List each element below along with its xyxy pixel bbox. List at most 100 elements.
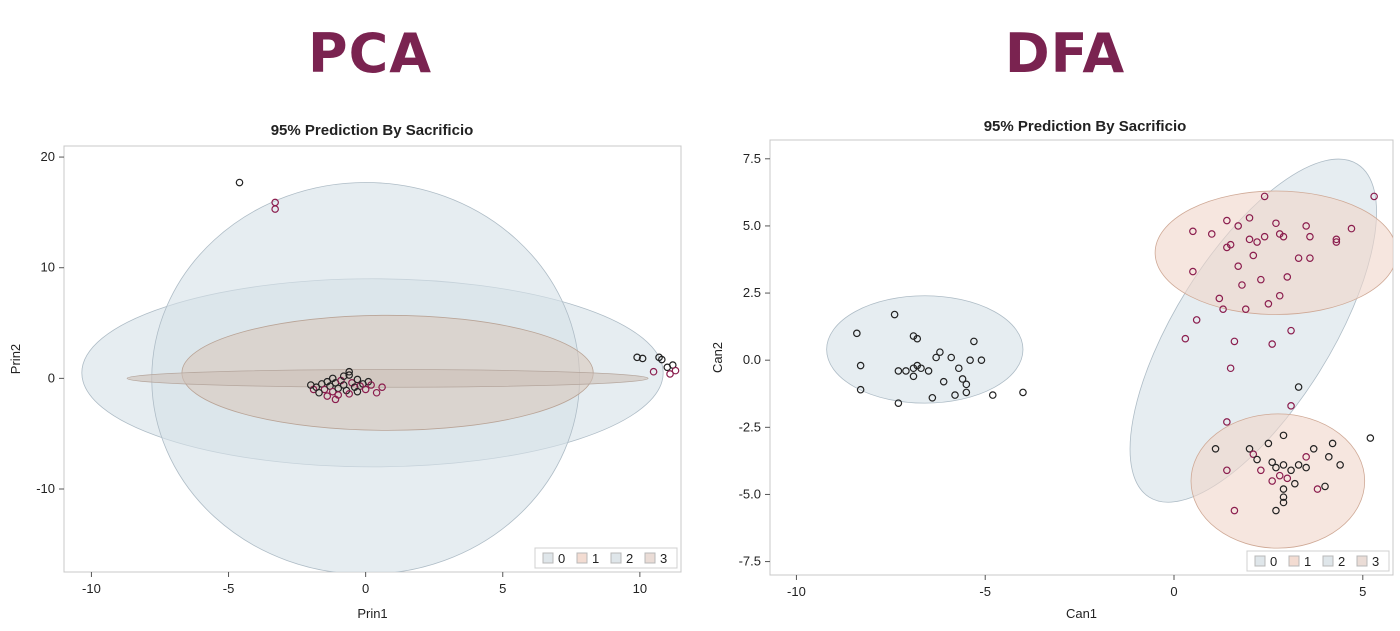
x-axis-label: Can1 bbox=[1066, 606, 1097, 621]
prediction-ellipse-3 bbox=[1190, 413, 1366, 549]
chart-1: 95% Prediction By Sacrificio -10 -5 0 5 7.5 5.… bbox=[710, 118, 1394, 621]
data-point bbox=[1268, 340, 1276, 348]
data-point bbox=[966, 356, 974, 364]
legend-label-1: 1 bbox=[592, 551, 599, 566]
data-point bbox=[977, 356, 986, 364]
chart-title: 95% Prediction By Sacrificio bbox=[984, 118, 1187, 135]
legend-swatch-1 bbox=[1288, 555, 1300, 567]
data-point bbox=[1223, 216, 1231, 225]
legend-box bbox=[1246, 550, 1390, 572]
data-point bbox=[331, 395, 340, 404]
data-point bbox=[1219, 305, 1227, 313]
data-point bbox=[372, 388, 381, 397]
data-point bbox=[1253, 238, 1261, 246]
y-tick-label: 20 bbox=[41, 149, 55, 164]
data-point bbox=[1189, 227, 1197, 236]
data-point bbox=[1207, 230, 1216, 238]
data-point bbox=[1241, 305, 1250, 313]
data-point bbox=[1268, 477, 1276, 485]
data-point bbox=[1019, 388, 1027, 397]
data-point bbox=[1234, 222, 1242, 230]
data-point bbox=[1306, 254, 1314, 262]
data-point bbox=[1325, 453, 1333, 461]
data-point bbox=[958, 375, 967, 383]
data-point bbox=[853, 329, 861, 338]
data-point bbox=[361, 385, 370, 394]
y-tick-label: 7.5 bbox=[743, 151, 761, 166]
data-point bbox=[633, 353, 641, 362]
y-axis-label: Can2 bbox=[710, 342, 725, 373]
data-point bbox=[1294, 383, 1303, 391]
data-point bbox=[1230, 337, 1239, 346]
data-point bbox=[1268, 458, 1276, 467]
chart-title: 95% Prediction By Sacrificio bbox=[271, 122, 474, 139]
data-point bbox=[1257, 275, 1265, 284]
data-point bbox=[894, 399, 903, 407]
prediction-ellipse-3 bbox=[126, 369, 649, 388]
data-point bbox=[1211, 444, 1220, 453]
data-point bbox=[1283, 273, 1292, 281]
legend: 0 1 2 3 bbox=[534, 547, 678, 569]
data-point bbox=[1249, 251, 1258, 260]
data-point bbox=[345, 367, 353, 376]
data-point bbox=[306, 381, 315, 389]
data-point bbox=[1332, 235, 1341, 244]
data-point bbox=[235, 178, 244, 187]
data-point bbox=[353, 375, 362, 384]
data-point bbox=[378, 383, 386, 392]
data-point bbox=[988, 391, 997, 399]
data-point bbox=[1238, 281, 1246, 289]
data-point bbox=[917, 364, 925, 373]
data-point bbox=[1275, 291, 1284, 300]
prediction-ellipse-0 bbox=[826, 295, 1024, 404]
data-point bbox=[1302, 222, 1310, 230]
data-point bbox=[1328, 439, 1337, 448]
data-point bbox=[1234, 262, 1242, 271]
legend: 0 1 2 3 bbox=[1246, 550, 1390, 572]
data-point bbox=[1306, 232, 1314, 241]
data-point bbox=[1302, 463, 1310, 472]
data-point bbox=[1279, 461, 1288, 469]
data-point bbox=[1223, 466, 1231, 475]
x-tick-label: -5 bbox=[979, 584, 991, 599]
data-point bbox=[1245, 235, 1254, 244]
data-point bbox=[1283, 474, 1292, 483]
y-tick-label: 0.0 bbox=[743, 352, 761, 367]
data-point bbox=[1272, 506, 1280, 515]
x-tick-label: -10 bbox=[787, 584, 806, 599]
chart-0: 95% Prediction By Sacrificio -10 -5 0 5 10 20 1… bbox=[8, 122, 682, 621]
data-point bbox=[1264, 299, 1273, 308]
data-point bbox=[345, 390, 353, 398]
data-point bbox=[856, 385, 865, 394]
x-tick-label: -5 bbox=[223, 581, 235, 596]
data-point bbox=[1336, 461, 1344, 469]
legend-label-0: 0 bbox=[1270, 554, 1277, 569]
data-point bbox=[1189, 267, 1197, 276]
y-tick-label: -5.0 bbox=[739, 486, 761, 501]
data-point bbox=[1253, 455, 1261, 464]
data-point bbox=[1264, 439, 1273, 448]
legend-label-3: 3 bbox=[660, 551, 667, 566]
data-point bbox=[962, 388, 971, 397]
x-tick-label: 5 bbox=[499, 581, 506, 596]
data-point bbox=[339, 372, 348, 380]
data-point bbox=[1287, 402, 1295, 410]
y-tick-label: 10 bbox=[41, 260, 55, 275]
data-point bbox=[1230, 506, 1239, 515]
data-point bbox=[1181, 334, 1190, 343]
data-point bbox=[1272, 219, 1280, 228]
data-point bbox=[328, 374, 337, 383]
data-point bbox=[913, 334, 922, 343]
data-point bbox=[315, 388, 323, 397]
legend-label-2: 2 bbox=[1338, 554, 1345, 569]
prediction-ellipse-1 bbox=[1154, 190, 1393, 315]
data-point bbox=[1332, 238, 1341, 246]
data-point bbox=[890, 310, 899, 319]
data-point bbox=[1279, 485, 1288, 493]
y-tick-label: 0 bbox=[48, 370, 55, 385]
y-tick-label: -10 bbox=[36, 481, 55, 496]
pca-heading: PCA bbox=[308, 22, 432, 85]
plot-area bbox=[81, 178, 680, 572]
data-point bbox=[649, 367, 658, 376]
